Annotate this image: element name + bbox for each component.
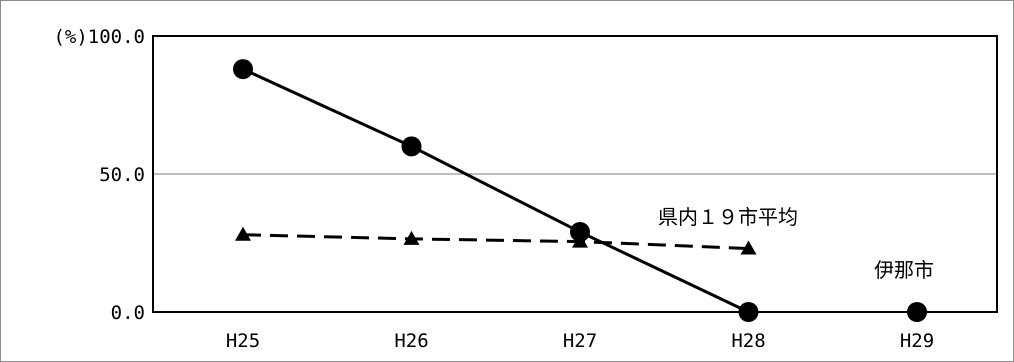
data-point-circle	[233, 59, 253, 80]
data-point-triangle	[740, 240, 757, 255]
plot-area-frame	[152, 35, 998, 313]
y-tick-label: (%)100.0	[53, 26, 145, 48]
series-label-average: 県内１９市平均	[658, 205, 798, 229]
series-line-1	[242, 233, 749, 251]
series-line-0	[242, 67, 750, 314]
data-point-triangle	[403, 230, 420, 245]
x-tick-label: H25	[226, 330, 260, 352]
y-axis-ticks: 0.0 50.0 (%)100.0	[53, 26, 145, 324]
data-point-circle	[570, 221, 590, 242]
y-tick-label: 50.0	[99, 164, 145, 186]
data-point-triangle	[572, 233, 588, 248]
x-axis-ticks: H25 H26 H27 H28 H29	[226, 330, 934, 352]
x-tick-label: H28	[731, 330, 765, 352]
series-label-ina: 伊那市	[874, 258, 934, 282]
x-tick-label: H26	[394, 330, 428, 352]
data-point-triangle	[235, 226, 251, 241]
x-tick-label: H27	[563, 330, 597, 352]
data-point-circle	[738, 302, 759, 322]
series-layer	[233, 59, 927, 322]
y-tick-label: 0.0	[111, 302, 145, 324]
data-point-circle	[907, 302, 927, 322]
x-tick-label: H29	[900, 330, 934, 352]
data-point-circle	[401, 136, 422, 157]
